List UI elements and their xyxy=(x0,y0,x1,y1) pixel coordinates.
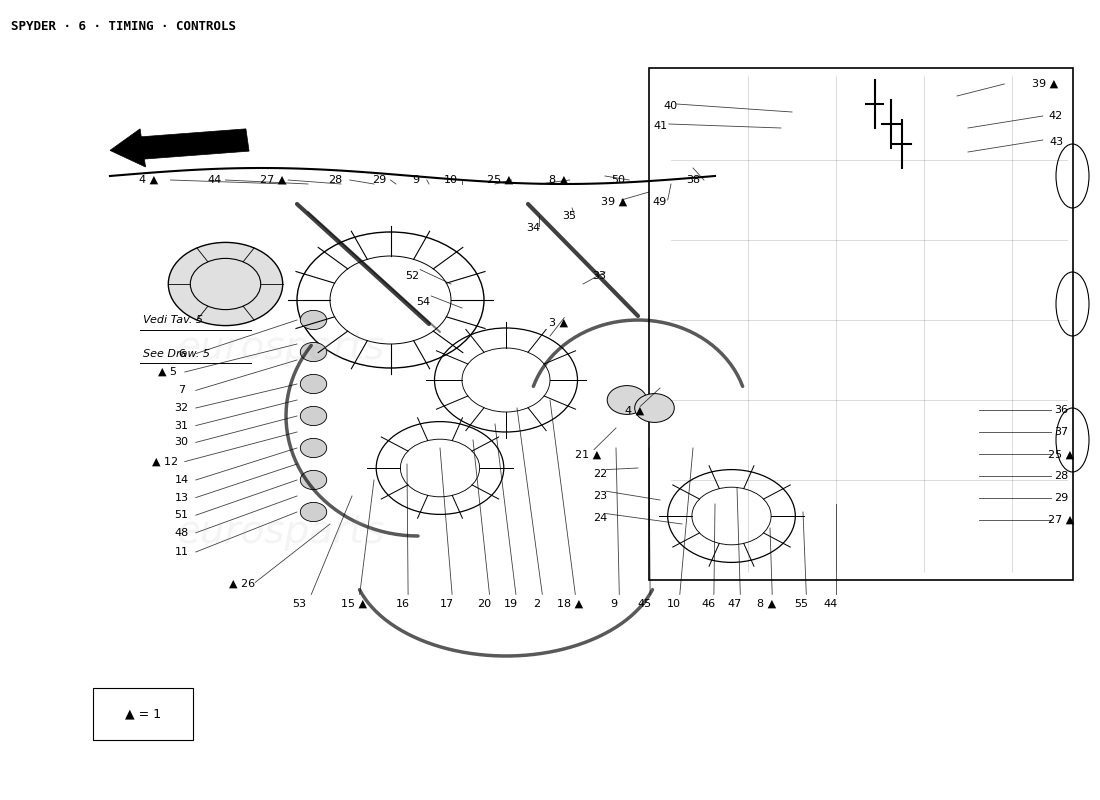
Text: 49: 49 xyxy=(653,197,667,206)
Text: 15 ▲: 15 ▲ xyxy=(341,599,367,609)
Text: ▲ 12: ▲ 12 xyxy=(152,457,178,466)
Text: 53: 53 xyxy=(293,599,306,609)
Text: 45: 45 xyxy=(638,599,651,609)
Text: 32: 32 xyxy=(175,403,188,413)
Text: 30: 30 xyxy=(175,438,188,447)
Text: 19: 19 xyxy=(504,599,517,609)
Text: 41: 41 xyxy=(653,121,667,130)
Circle shape xyxy=(635,394,674,422)
Text: 48: 48 xyxy=(175,528,188,538)
Text: 36: 36 xyxy=(1055,406,1068,415)
Text: 50: 50 xyxy=(612,175,625,185)
Circle shape xyxy=(300,438,327,458)
Text: 46: 46 xyxy=(702,599,715,609)
Text: 3 ▲: 3 ▲ xyxy=(549,318,569,327)
Text: 10: 10 xyxy=(668,599,681,609)
Text: Vedi Tav. 5: Vedi Tav. 5 xyxy=(143,315,204,325)
Text: 25 ▲: 25 ▲ xyxy=(1048,450,1075,459)
Text: 51: 51 xyxy=(175,510,188,520)
Text: 8 ▲: 8 ▲ xyxy=(549,175,569,185)
Text: ▲ 26: ▲ 26 xyxy=(229,579,255,589)
Text: 29: 29 xyxy=(373,175,386,185)
Text: 11: 11 xyxy=(175,547,188,557)
Text: 2: 2 xyxy=(534,599,540,609)
Text: 17: 17 xyxy=(440,599,453,609)
Text: 16: 16 xyxy=(396,599,409,609)
Circle shape xyxy=(300,374,327,394)
Circle shape xyxy=(300,310,327,330)
Text: 44: 44 xyxy=(824,599,837,609)
Text: 43: 43 xyxy=(1049,137,1063,146)
Text: 22: 22 xyxy=(594,470,607,479)
FancyArrow shape xyxy=(110,129,249,167)
Text: 29: 29 xyxy=(1055,493,1068,502)
Text: 8 ▲: 8 ▲ xyxy=(757,599,777,609)
Text: 44: 44 xyxy=(208,175,221,185)
Text: 6: 6 xyxy=(178,349,185,358)
FancyBboxPatch shape xyxy=(94,688,192,740)
Text: 52: 52 xyxy=(406,271,419,281)
Text: 42: 42 xyxy=(1049,111,1063,121)
Text: 9: 9 xyxy=(412,175,419,185)
Text: 55: 55 xyxy=(794,599,807,609)
Text: 4 ▲: 4 ▲ xyxy=(625,406,645,415)
Text: 31: 31 xyxy=(175,421,188,430)
Text: See Draw. 5: See Draw. 5 xyxy=(143,349,210,358)
Circle shape xyxy=(300,342,327,362)
Text: 23: 23 xyxy=(594,491,607,501)
Circle shape xyxy=(300,470,327,490)
Text: 39 ▲: 39 ▲ xyxy=(601,197,627,206)
Text: 13: 13 xyxy=(175,493,188,502)
Text: 40: 40 xyxy=(664,101,678,110)
Text: 21 ▲: 21 ▲ xyxy=(575,450,602,459)
Text: 28: 28 xyxy=(1055,471,1068,481)
Text: eurosparts: eurosparts xyxy=(176,513,385,551)
Circle shape xyxy=(300,406,327,426)
Text: ▲ 5: ▲ 5 xyxy=(157,367,177,377)
Text: 27 ▲: 27 ▲ xyxy=(1048,515,1075,525)
Text: 4 ▲: 4 ▲ xyxy=(139,175,158,185)
Text: 33: 33 xyxy=(593,271,606,281)
Circle shape xyxy=(168,242,283,326)
Circle shape xyxy=(607,386,647,414)
Text: ▲ = 1: ▲ = 1 xyxy=(125,707,161,721)
Text: 18 ▲: 18 ▲ xyxy=(557,599,583,609)
Text: 38: 38 xyxy=(686,175,700,185)
Text: 37: 37 xyxy=(1055,427,1068,437)
Text: SPYDER · 6 · TIMING · CONTROLS: SPYDER · 6 · TIMING · CONTROLS xyxy=(11,20,236,33)
Text: 25 ▲: 25 ▲ xyxy=(487,175,514,185)
Text: 34: 34 xyxy=(527,223,540,233)
Text: 54: 54 xyxy=(417,298,430,307)
Text: 14: 14 xyxy=(175,475,188,485)
Text: 47: 47 xyxy=(728,599,741,609)
Text: 7: 7 xyxy=(178,386,185,395)
Text: 20: 20 xyxy=(477,599,491,609)
Text: eurosparts: eurosparts xyxy=(176,329,385,367)
Text: 24: 24 xyxy=(594,514,607,523)
Text: 9: 9 xyxy=(610,599,617,609)
Circle shape xyxy=(300,502,327,522)
Text: 10: 10 xyxy=(444,175,458,185)
Text: 39 ▲: 39 ▲ xyxy=(1032,79,1058,89)
Text: 27 ▲: 27 ▲ xyxy=(260,175,286,185)
Text: 28: 28 xyxy=(329,175,342,185)
Text: 35: 35 xyxy=(562,211,575,221)
